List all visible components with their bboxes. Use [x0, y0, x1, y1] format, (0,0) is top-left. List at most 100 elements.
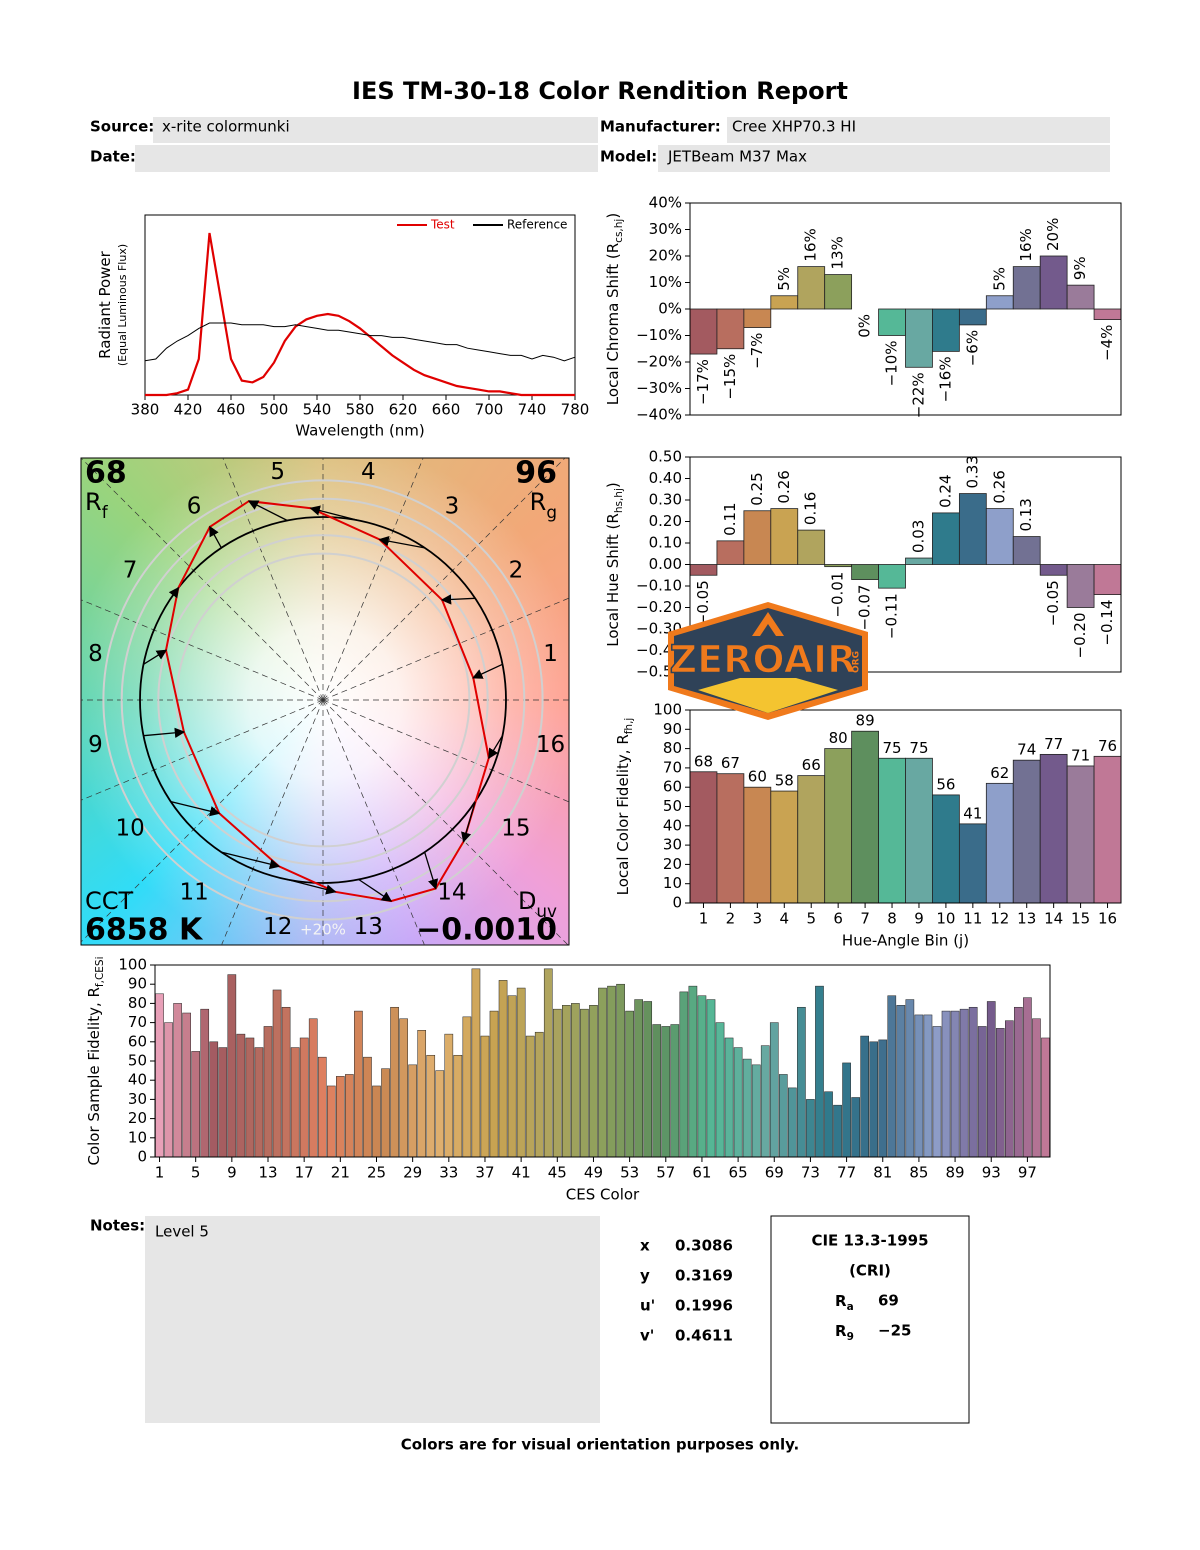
y-axis-label: Local Color Fidelity, Rfh,j — [614, 718, 636, 896]
bar — [788, 1087, 797, 1158]
value-label: 76 — [1098, 737, 1117, 755]
rg-symbol-part: g — [546, 502, 557, 522]
y-tick-label: 30 — [128, 1090, 147, 1108]
hue-bin-label: 4 — [361, 459, 376, 485]
value-label: −15% — [721, 354, 739, 400]
value-label: 0.33 — [963, 455, 981, 488]
y-tick-label: 0 — [672, 894, 682, 912]
y-axis-label-part: ) — [604, 213, 622, 219]
rf-symbol-part: f — [102, 502, 109, 522]
bar — [742, 1058, 752, 1158]
bar — [1041, 1037, 1050, 1158]
hue-bin-label: 10 — [115, 815, 144, 841]
y-tick-label: 0.50 — [649, 448, 682, 466]
y-tick-label: 70 — [128, 1013, 147, 1031]
x-tick-label: 7 — [860, 910, 870, 928]
value-label: 68 — [694, 752, 713, 770]
bar — [381, 1068, 390, 1158]
value-label: 9% — [1071, 256, 1089, 280]
y-axis-label: Radiant Power — [96, 250, 114, 359]
y-tick-label: 20% — [649, 247, 682, 265]
bar — [562, 1005, 571, 1158]
bar — [958, 823, 987, 904]
x-tick-label: 1 — [699, 910, 709, 928]
shift-arrow — [143, 727, 186, 739]
value-label: 0.16 — [802, 492, 820, 525]
shift-arrow — [309, 505, 359, 522]
x-tick-label: 65 — [729, 1164, 748, 1182]
value-label: 75 — [882, 739, 901, 757]
cri-subtitle: (CRI) — [849, 1262, 891, 1280]
rf-symbol: Rf — [85, 488, 109, 522]
rg-symbol-part: R — [530, 488, 547, 516]
value-label: −0.11 — [883, 593, 901, 639]
value-label: −0.01 — [829, 572, 847, 618]
bar — [580, 1008, 589, 1158]
field-value: JETBeam M37 Max — [667, 148, 807, 166]
x-tick-label: 13 — [1017, 910, 1036, 928]
bar — [227, 974, 237, 1158]
value-label: −16% — [936, 356, 954, 402]
bar — [824, 564, 853, 568]
y-tick-label: −30% — [636, 379, 682, 397]
bar — [209, 1041, 219, 1158]
ring — [120, 497, 526, 903]
x-tick-label: 93 — [982, 1164, 1001, 1182]
field-label: Manufacturer: — [600, 118, 721, 136]
x-tick-label: 25 — [367, 1164, 386, 1182]
bar — [824, 1091, 833, 1158]
y-tick-label: −40% — [636, 406, 682, 424]
x-tick-label: 53 — [620, 1164, 639, 1182]
bar — [363, 1056, 372, 1158]
value-label: 16% — [1017, 228, 1035, 261]
cri-title: CIE 13.3-1995 — [811, 1232, 928, 1250]
x-tick-label: 580 — [346, 401, 375, 419]
cri-symbol: Ra — [835, 1292, 854, 1314]
bar — [426, 1054, 436, 1158]
hue-bin-label: 11 — [179, 879, 208, 905]
bar — [164, 1022, 173, 1158]
y-axis-label: Local Chroma Shift (Rcs,hj) — [604, 213, 626, 405]
bar — [689, 564, 718, 576]
bar — [1066, 564, 1095, 608]
x-tick-label: 5 — [191, 1164, 201, 1182]
value-label: 77 — [1044, 735, 1063, 753]
y-tick-label: 50 — [128, 1052, 147, 1070]
y-axis-label-part: Local Color Fidelity, R — [614, 734, 632, 895]
x-tick-label: 780 — [561, 401, 590, 419]
y-axis-label-part: f,CESi — [94, 956, 106, 987]
bar — [155, 993, 164, 1158]
x-tick-label: 660 — [432, 401, 461, 419]
value-label: −22% — [909, 372, 927, 418]
hue-bin-label: 8 — [88, 641, 103, 667]
y-axis-label-part: Color Sample Fidelity, R — [85, 987, 103, 1165]
bar — [896, 1005, 906, 1158]
hue-bin-label: 13 — [354, 914, 383, 940]
bar — [985, 295, 1014, 310]
value-label: −6% — [963, 330, 981, 366]
bar — [408, 1064, 417, 1158]
x-tick-label: 37 — [475, 1164, 494, 1182]
value-label: −4% — [1098, 325, 1116, 361]
y-axis-label: Local Hue Shift (Rhs,hj) — [604, 482, 626, 646]
cct-value: 6858 K — [85, 913, 204, 948]
bar — [308, 1018, 318, 1158]
bar — [1005, 1020, 1014, 1158]
y-tick-label: 40 — [663, 816, 682, 834]
bar — [272, 989, 282, 1158]
bar — [932, 794, 960, 904]
bar — [706, 999, 716, 1158]
duv-symbol: Duv — [518, 887, 557, 921]
x-tick-label: 12 — [990, 910, 1009, 928]
bar — [200, 1008, 210, 1158]
x-tick-label: 620 — [389, 401, 418, 419]
duv-symbol-part: uv — [536, 901, 557, 921]
vector-frame — [80, 457, 570, 946]
value-label: 66 — [802, 756, 821, 774]
value-label: 0.11 — [721, 502, 739, 535]
value-label: 71 — [1071, 746, 1090, 764]
shift-arrow — [221, 851, 281, 870]
hue-bin-label: 14 — [437, 879, 466, 905]
bar — [851, 564, 879, 580]
x-tick-label: 4 — [780, 910, 790, 928]
